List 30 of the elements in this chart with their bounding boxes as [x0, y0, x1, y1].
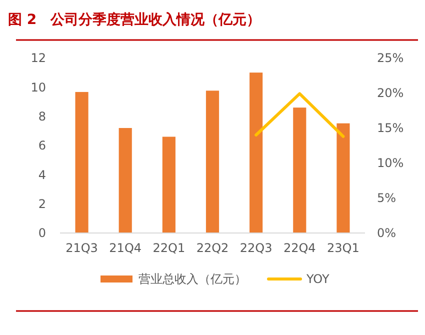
x-tick-label: 22Q2 — [196, 241, 229, 255]
y2-tick-label: 10% — [377, 156, 404, 170]
x-tick-label: 21Q4 — [109, 241, 142, 255]
y2-tick-label: 0% — [377, 226, 396, 240]
x-tick-label: 22Q3 — [240, 241, 272, 255]
y-tick-label: 4 — [38, 168, 46, 182]
bar — [118, 128, 132, 233]
y-tick-label: 12 — [30, 51, 46, 66]
x-tick-label: 23Q1 — [327, 241, 360, 255]
legend-label: YOY — [306, 272, 330, 286]
x-tick-label: 21Q3 — [66, 241, 98, 255]
bar — [206, 90, 220, 233]
bar — [250, 72, 263, 233]
bar — [75, 92, 88, 233]
bar — [336, 123, 350, 233]
y-tick-label: 2 — [38, 197, 46, 212]
y-tick-label: 10 — [30, 80, 46, 94]
y-tick-label: 8 — [38, 110, 46, 124]
y-tick-label: 6 — [38, 138, 46, 153]
bar — [162, 136, 176, 233]
x-tick-label: 22Q4 — [283, 241, 316, 255]
y2-tick-label: 25% — [377, 51, 404, 66]
legend-label: 营业总收入（亿元） — [138, 272, 246, 286]
y2-tick-label: 5% — [377, 191, 396, 206]
y2-tick-label: 20% — [377, 86, 404, 100]
bar — [293, 108, 306, 233]
y2-tick-label: 15% — [377, 121, 404, 136]
y-tick-label: 0 — [38, 226, 46, 240]
chart-title: 图 2 公司分季度营业收入情况（亿元） — [8, 11, 261, 28]
x-tick-label: 22Q1 — [152, 241, 186, 255]
